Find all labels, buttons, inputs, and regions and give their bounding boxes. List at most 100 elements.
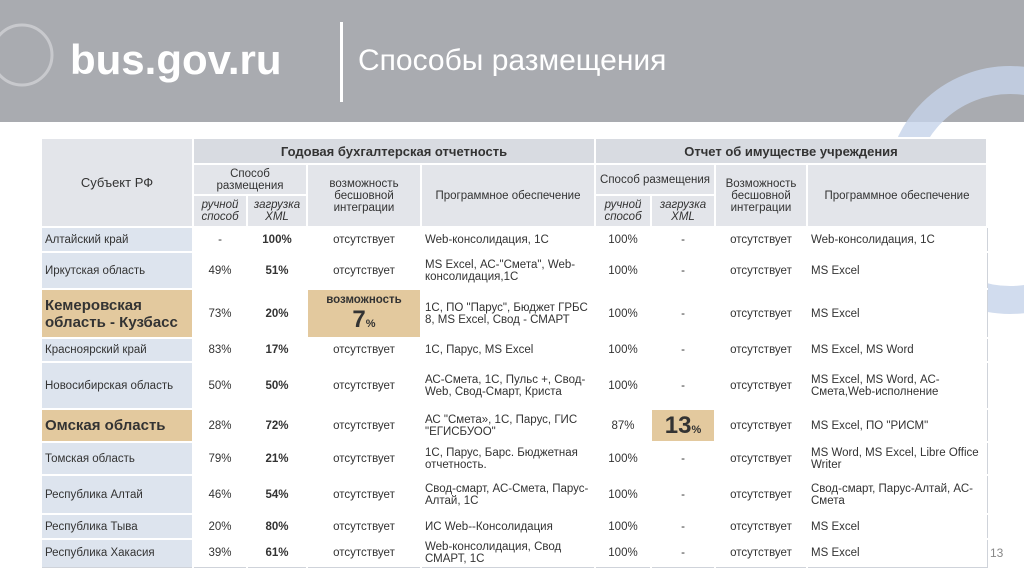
cell: - xyxy=(650,513,716,540)
cell: отсутствует xyxy=(306,513,422,540)
cell: - xyxy=(192,226,248,253)
cell: 17% xyxy=(246,337,308,363)
cell: 13% xyxy=(650,408,716,443)
data-row: Республика Тыва 20% 80% отсутствует ИС Web--… xyxy=(40,513,988,540)
cell: отсутствует xyxy=(714,337,808,363)
group-header: Годовая бухгалтерская отчетность xyxy=(192,137,596,165)
data-row: Иркутская область 49% 51% отсутствует MS Exc… xyxy=(40,251,988,290)
cell: - xyxy=(650,538,716,568)
header-row: Субъект РФ Годовая бухгалтерская отчетнос… xyxy=(40,137,989,228)
cell: MS Excel, ПО "РИСМ" xyxy=(805,408,988,443)
cell: 50% xyxy=(246,361,308,410)
cell: Web-консолидация, 1С xyxy=(805,226,988,253)
cell-text: возможность xyxy=(326,293,402,306)
cell: MS Excel xyxy=(805,251,988,290)
cell: отсутствует xyxy=(306,337,422,363)
data-row: Красноярский край 83% 17% отсутствует 1С, Па… xyxy=(40,337,988,363)
cell: Web-консолидация, 1С xyxy=(420,226,596,253)
cell: - xyxy=(650,441,716,476)
cell: 80% xyxy=(246,513,308,540)
cell: 100% xyxy=(594,441,652,476)
data-row: Алтайский край -100% отсутствует Web-консол… xyxy=(40,226,988,253)
page-number: 13 xyxy=(990,546,1004,560)
cell: Web-консолидация, Свод СМАРТ, 1С xyxy=(420,538,596,568)
cell: 21% xyxy=(246,441,308,476)
cell: Новосибирская область xyxy=(40,361,194,410)
cell: 87% xyxy=(594,408,652,443)
cell: 39% xyxy=(192,538,248,568)
cell: MS Excel, MS Word, АС-Смета,Web-исполнен… xyxy=(805,361,988,410)
cell: MS Excel xyxy=(805,538,988,568)
cell: Иркутская область xyxy=(40,251,194,290)
cell: - xyxy=(650,337,716,363)
cell: 83% xyxy=(192,337,248,363)
cell: 1С, Парус, Барс. Бюджетная отчетность. xyxy=(420,441,596,476)
header-cell: Программное обеспечение xyxy=(420,163,596,228)
cell: Красноярский край xyxy=(40,337,194,363)
table: Субъект РФ Годовая бухгалтерская отчетнос… xyxy=(40,137,989,568)
data-row: Томская область 79% 21% отсутствует 1С, Пару… xyxy=(40,441,988,476)
cell: 100% xyxy=(594,361,652,410)
logo: bus.gov.ru xyxy=(70,36,282,83)
cell: отсутствует xyxy=(306,441,422,476)
cell: 73% xyxy=(192,288,248,339)
header-row: ручной способ загрузка XML ручной способ за… xyxy=(41,194,987,228)
cell: отсутствует xyxy=(306,538,422,568)
cell: 20% xyxy=(246,288,308,339)
cell: Томская область xyxy=(40,441,194,476)
cell: 49% xyxy=(192,251,248,290)
cell: отсутствует xyxy=(714,361,808,410)
cell: АС-Смета, 1С, Пульс +, Свод-Web, Свод-См… xyxy=(420,361,596,410)
cell: 28% xyxy=(192,408,248,443)
header-cell: Программное обеспечение xyxy=(805,163,989,228)
cell: - xyxy=(650,474,716,515)
cell: - xyxy=(650,361,716,410)
cell: 1С, ПО "Парус", Бюджет ГРБС 8, MS Excel,… xyxy=(420,288,596,339)
cell: отсутствует xyxy=(714,513,808,540)
cell: отсутствует xyxy=(714,408,808,443)
cell: 100% xyxy=(594,538,652,568)
cell: Алтайский край xyxy=(40,226,194,253)
header-cell: ручной способ xyxy=(594,194,652,228)
cell: 100% xyxy=(594,474,652,515)
cell: ИС Web--Консолидация xyxy=(420,513,596,540)
slide-title: Способы размещения xyxy=(358,44,667,77)
cell: MS Excel, MS Word xyxy=(805,337,988,363)
cell: 100% xyxy=(246,226,308,253)
cell-unit: % xyxy=(691,423,702,436)
cell: отсутствует xyxy=(714,288,808,339)
header-cell: загрузка XML xyxy=(650,194,716,228)
cell: 46% xyxy=(192,474,248,515)
cell-value: 13 xyxy=(664,411,692,439)
header-cell: Способ размещения xyxy=(192,163,308,196)
data-row: Республика Хакасия 39% 61% отсутствует Web-к… xyxy=(40,538,988,568)
header-cell: возможность бесшовной интеграции xyxy=(306,163,422,228)
cell: Кемеровская область - Кузбасс xyxy=(40,288,194,339)
cell: 100% xyxy=(594,288,652,339)
cell: 100% xyxy=(594,513,652,540)
cell: - xyxy=(650,226,716,253)
emblem xyxy=(0,23,54,87)
header-cell: Субъект РФ xyxy=(40,137,194,228)
cell: отсутствует xyxy=(306,251,422,290)
cell: АС "Смета», 1С, Парус, ГИС "ЕГИСБУОО" xyxy=(420,408,596,443)
cell: - xyxy=(650,288,716,339)
cell: отсутствует xyxy=(306,408,422,443)
cell: 79% xyxy=(192,441,248,476)
cell: 1С, Парус, MS Excel xyxy=(420,337,596,363)
cell: Республика Тыва xyxy=(40,513,194,540)
separator xyxy=(340,22,343,102)
cell: Республика Алтай xyxy=(40,474,194,515)
header-cell: загрузка XML xyxy=(246,194,308,228)
data-row: Омская область 28% 72% отсутствует АС "Смета… xyxy=(40,408,988,443)
data-row: Новосибирская область 50% 50% отсутствует АС… xyxy=(40,361,988,410)
data-row: Республика Алтай 46% 54% отсутствует Свод-см… xyxy=(40,474,988,515)
cell-unit: % xyxy=(365,317,376,330)
cell: Республика Хакасия xyxy=(40,538,194,568)
cell: Свод-смарт, Парус-Алтай, АС-Смета xyxy=(805,474,988,515)
cell: отсутствует xyxy=(306,474,422,515)
header-cell: Возможность бесшовной интеграции xyxy=(714,163,808,228)
cell-value: 7 xyxy=(352,305,366,333)
cell: MS Excel, АС-"Смета", Web-консолидация,1… xyxy=(420,251,596,290)
